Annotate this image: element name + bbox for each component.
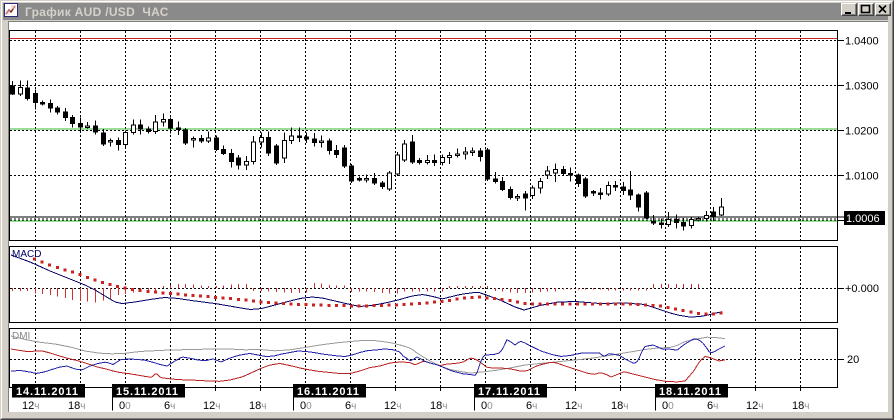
svg-text:20: 20 bbox=[847, 354, 859, 366]
svg-text:DMI: DMI bbox=[12, 331, 30, 342]
svg-text:18ч: 18ч bbox=[430, 400, 447, 412]
svg-text:00: 00 bbox=[300, 400, 312, 412]
svg-text:MACD: MACD bbox=[12, 249, 41, 260]
svg-text:6ч: 6ч bbox=[345, 400, 356, 412]
svg-text:14.11.2011: 14.11.2011 bbox=[16, 386, 79, 398]
svg-text:00: 00 bbox=[662, 400, 674, 412]
svg-text:1.0200: 1.0200 bbox=[845, 126, 879, 138]
svg-text:1.0400: 1.0400 bbox=[845, 36, 879, 48]
svg-text:18ч: 18ч bbox=[68, 400, 85, 412]
svg-text:18ч: 18ч bbox=[249, 400, 266, 412]
svg-text:17.11.2011: 17.11.2011 bbox=[478, 386, 541, 398]
svg-text:00: 00 bbox=[119, 400, 131, 412]
svg-text:6ч: 6ч bbox=[164, 400, 175, 412]
svg-text:1.0100: 1.0100 bbox=[845, 171, 879, 183]
svg-text:+0.000: +0.000 bbox=[845, 283, 879, 295]
svg-text:12ч: 12ч bbox=[203, 400, 220, 412]
svg-text:1.0006: 1.0006 bbox=[846, 213, 880, 225]
svg-text:00: 00 bbox=[481, 400, 493, 412]
svg-text:18.11.2011: 18.11.2011 bbox=[659, 386, 722, 398]
svg-text:12ч: 12ч bbox=[22, 400, 39, 412]
svg-text:1.0300: 1.0300 bbox=[845, 81, 879, 93]
svg-text:16.11.2011: 16.11.2011 bbox=[297, 386, 360, 398]
svg-text:12ч: 12ч bbox=[565, 400, 582, 412]
svg-text:12ч: 12ч bbox=[746, 400, 763, 412]
svg-text:18ч: 18ч bbox=[611, 400, 628, 412]
svg-text:6ч: 6ч bbox=[707, 400, 718, 412]
svg-text:12ч: 12ч bbox=[384, 400, 401, 412]
svg-text:18ч: 18ч bbox=[792, 400, 809, 412]
svg-text:15.11.2011: 15.11.2011 bbox=[116, 386, 179, 398]
svg-text:6ч: 6ч bbox=[526, 400, 537, 412]
